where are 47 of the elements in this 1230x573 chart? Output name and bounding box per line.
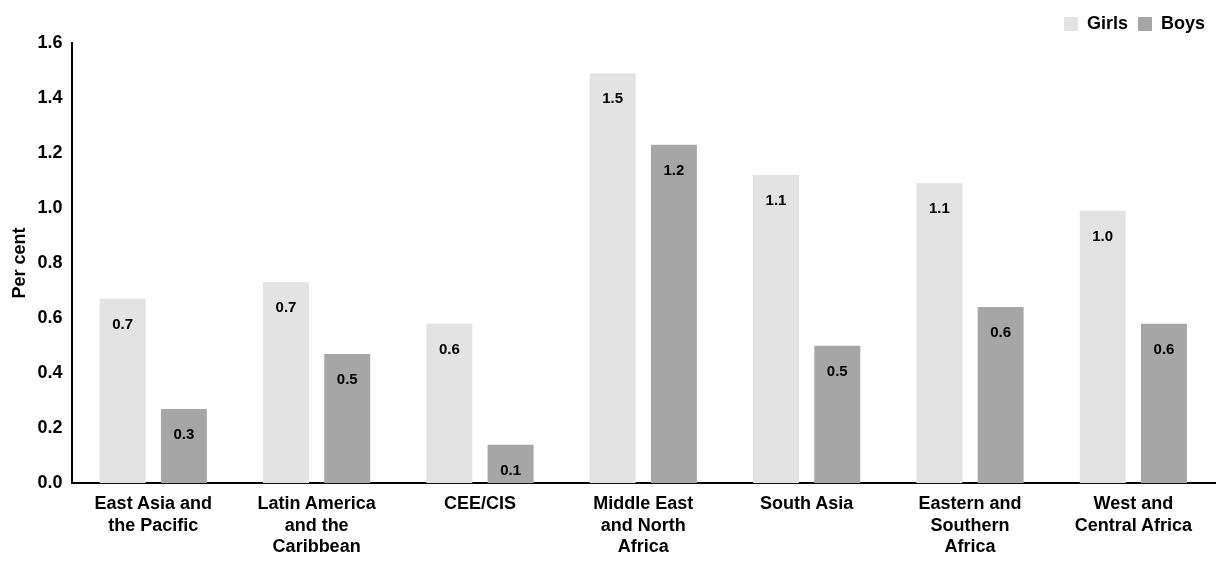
data-label: 0.7 — [275, 298, 297, 316]
bar — [916, 183, 963, 484]
bar — [977, 307, 1024, 484]
x-tick-label: Middle East and North Africa — [593, 492, 694, 557]
x-tick-label: South Asia — [759, 492, 855, 513]
legend-label: Girls — [1086, 12, 1128, 33]
bar — [589, 73, 636, 484]
bar — [263, 282, 309, 484]
x-tick-label: West and Central Africa — [1074, 492, 1193, 535]
legend-label: Boys — [1160, 12, 1205, 33]
data-label: 1.5 — [602, 89, 624, 107]
x-tick-label: CEE/CIS — [443, 492, 516, 513]
bar — [160, 408, 207, 484]
x-tick-label: East Asia and the Pacific — [94, 492, 212, 535]
x-tick-label: Eastern and Southern Africa — [918, 492, 1022, 557]
y-tick-label: 1.6 — [37, 31, 63, 52]
bar — [487, 444, 534, 484]
y-tick-label: 0.8 — [37, 252, 63, 273]
bar — [753, 175, 799, 484]
bar — [426, 323, 473, 484]
data-label: 1.1 — [765, 191, 787, 209]
y-tick-label: 0.6 — [37, 307, 63, 328]
bar — [99, 298, 146, 484]
y-tick-label: 1.2 — [37, 142, 63, 163]
data-label: 0.3 — [173, 425, 195, 443]
data-label: 0.1 — [500, 460, 522, 478]
y-tick-label: 0.2 — [37, 417, 63, 438]
y-tick-label: 0.4 — [37, 362, 63, 383]
y-tick-label: 1.0 — [37, 197, 63, 218]
data-label: 1.0 — [1092, 226, 1114, 244]
data-label: 0.7 — [112, 315, 134, 333]
data-label: 0.6 — [1153, 339, 1175, 357]
data-label: 0.6 — [990, 323, 1012, 341]
bar — [1079, 210, 1126, 484]
bar — [814, 345, 861, 484]
y-axis-title: Per cent — [8, 227, 29, 299]
bar — [324, 353, 371, 484]
x-tick-label: Latin America and the Caribbean — [257, 492, 377, 557]
y-tick-label: 0.0 — [37, 472, 63, 493]
bar — [1140, 323, 1187, 484]
data-label: 1.1 — [928, 199, 950, 217]
data-label: 0.6 — [438, 339, 460, 357]
y-tick-label: 1.4 — [37, 86, 63, 107]
data-label: 1.2 — [663, 160, 685, 178]
data-label: 0.5 — [826, 361, 848, 379]
bar — [650, 144, 697, 484]
data-label: 0.5 — [336, 370, 358, 388]
